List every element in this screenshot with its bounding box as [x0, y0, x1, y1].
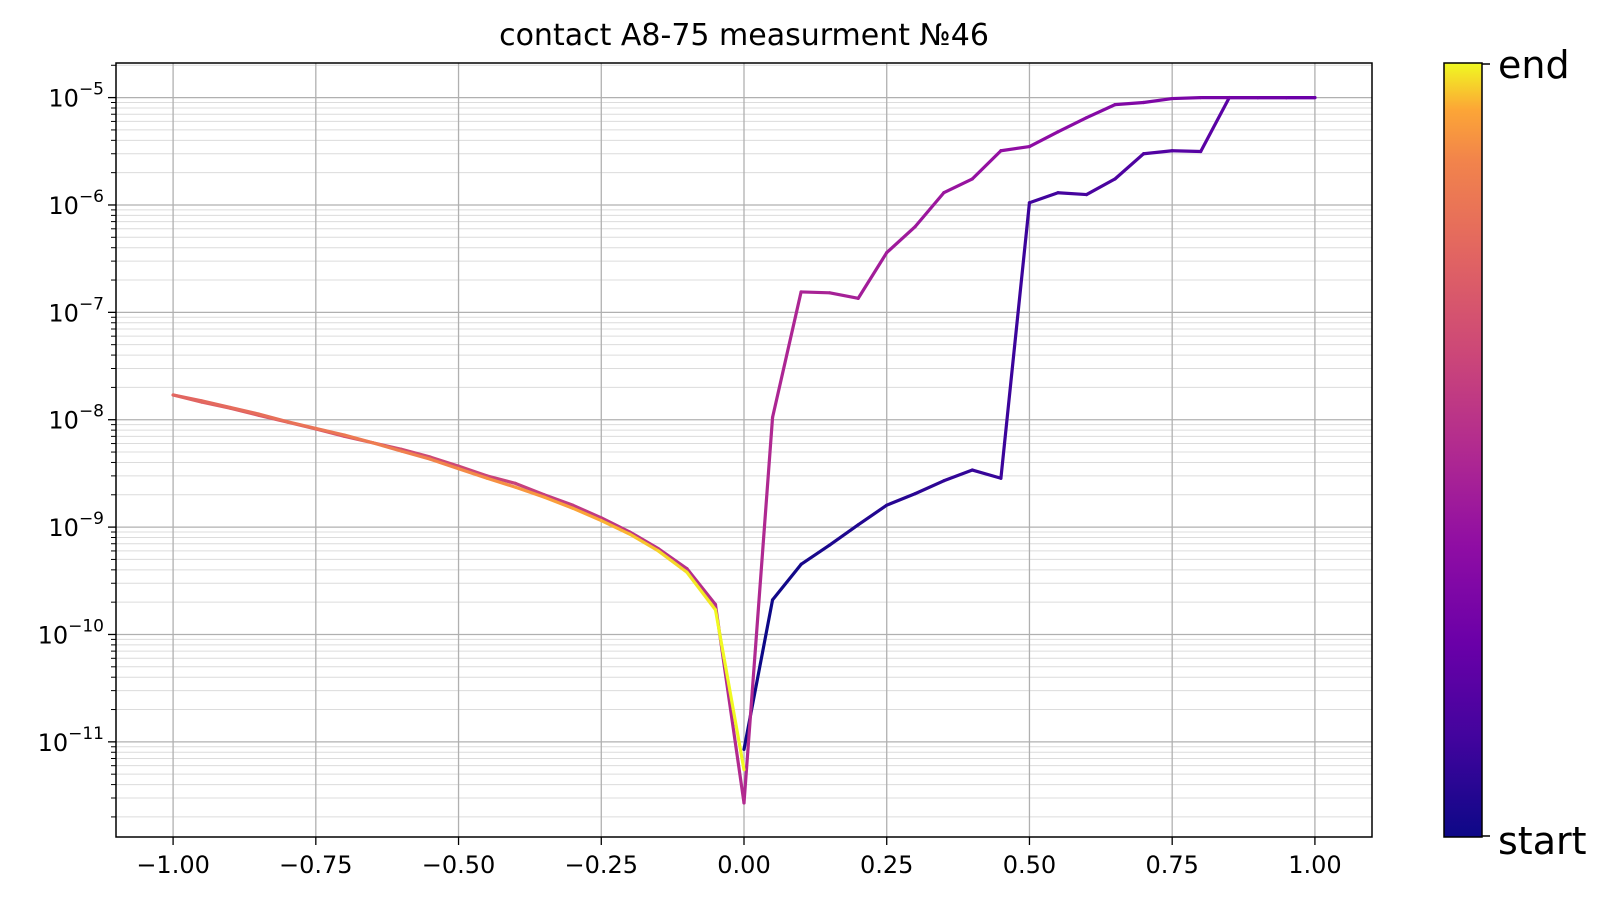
series-segment: [828, 291, 860, 300]
x-tick-label: −1.00: [136, 851, 210, 879]
y-tick-label: 10−6: [48, 187, 104, 220]
series-segment: [828, 523, 860, 547]
series-segment: [1113, 100, 1146, 107]
series-segment: [742, 415, 775, 805]
series-segment: [1170, 149, 1203, 154]
x-tick-label: −0.75: [279, 851, 353, 879]
series-segment: [913, 191, 946, 229]
series-segment: [942, 177, 974, 195]
series-segment: [257, 412, 289, 424]
series-segment: [228, 405, 261, 416]
x-tick-label: 0.75: [1145, 851, 1198, 879]
series-segment: [856, 503, 889, 527]
series-segment: [1199, 95, 1231, 154]
series-segment: [371, 441, 404, 453]
series-segment: [770, 562, 803, 602]
series-segment: [485, 476, 518, 489]
series-segment: [799, 290, 832, 295]
series-segment: [428, 457, 461, 471]
series-segment: [1142, 149, 1174, 156]
series-segment: [1142, 96, 1174, 105]
major-gridlines: [116, 63, 1372, 837]
series-segment: [999, 201, 1032, 480]
colorbar-start-label: start: [1498, 819, 1587, 863]
series-segment: [285, 420, 318, 431]
colorbar-gradient: [1443, 62, 1483, 838]
series-segment: [770, 290, 803, 420]
series-segment: [428, 455, 461, 468]
series-segment: [514, 485, 546, 499]
series-segment: [342, 433, 375, 445]
series-segment: [913, 479, 946, 496]
series-segment: [685, 567, 718, 607]
series-segment: [856, 251, 889, 300]
series-segment: [656, 549, 689, 574]
series-segment: [542, 495, 575, 510]
series-segment: [399, 447, 432, 459]
series-segment: [456, 467, 489, 480]
x-tick-label: 0.50: [1003, 851, 1056, 879]
y-tick-label: 10−7: [48, 294, 104, 327]
series-segment: [456, 464, 489, 478]
series-segment: [1027, 191, 1060, 205]
chart-title: contact A8-75 measurment №46: [499, 18, 989, 53]
series-segment: [628, 532, 660, 553]
series-segment: [485, 474, 518, 486]
colorbar-end-label: end: [1498, 43, 1570, 87]
y-tick-label: 10−11: [38, 724, 104, 757]
series-segment: [970, 149, 1003, 181]
y-tick-label: 10−8: [48, 402, 104, 435]
series-segment: [713, 608, 746, 772]
series-segment: [200, 399, 232, 410]
series-segment: [599, 516, 632, 534]
x-tick-label: −0.25: [564, 851, 638, 879]
y-tick-label: 10−10: [38, 616, 104, 649]
series-segment: [1113, 152, 1146, 181]
series-segment: [542, 493, 575, 507]
series-segment: [399, 449, 432, 461]
series-segment: [1084, 177, 1117, 197]
series-segment: [942, 468, 974, 483]
series-segment: [314, 426, 346, 437]
series-segment: [1056, 116, 1089, 134]
series-segment: [656, 547, 689, 571]
series-segment: [1027, 130, 1060, 149]
y-tick-label: 10−5: [48, 80, 104, 113]
series-segment: [571, 506, 603, 523]
series-segment: [628, 530, 660, 551]
series-segment: [970, 468, 1003, 480]
series-segment: [1084, 103, 1117, 120]
data-series: [171, 95, 1317, 805]
x-axis: −1.00 −0.75 −0.50 −0.25 0.00 0.25 0.50 0.75 1.00: [136, 837, 1342, 879]
series-segment: [885, 492, 917, 507]
series-segment: [599, 518, 632, 536]
x-tick-label: 0.00: [717, 851, 770, 879]
series-segment: [514, 481, 546, 497]
series-segment: [799, 543, 832, 566]
y-tick-label: 10−9: [48, 509, 104, 542]
series-segment: [1056, 191, 1089, 197]
series-segment: [571, 503, 603, 520]
series-segment: [685, 570, 718, 612]
y-axis: 10−5 10−6 10−7 10−8 10−9 10−10 10−11: [38, 64, 116, 818]
x-tick-label: 0.25: [860, 851, 913, 879]
x-tick-label: −0.50: [422, 851, 496, 879]
colorbar: end start: [1443, 43, 1587, 863]
series-segment: [999, 144, 1032, 153]
series-segment: [1170, 95, 1203, 101]
x-tick-label: 1.00: [1288, 851, 1341, 879]
series-segment: [885, 224, 917, 255]
series-segment: [171, 393, 204, 403]
